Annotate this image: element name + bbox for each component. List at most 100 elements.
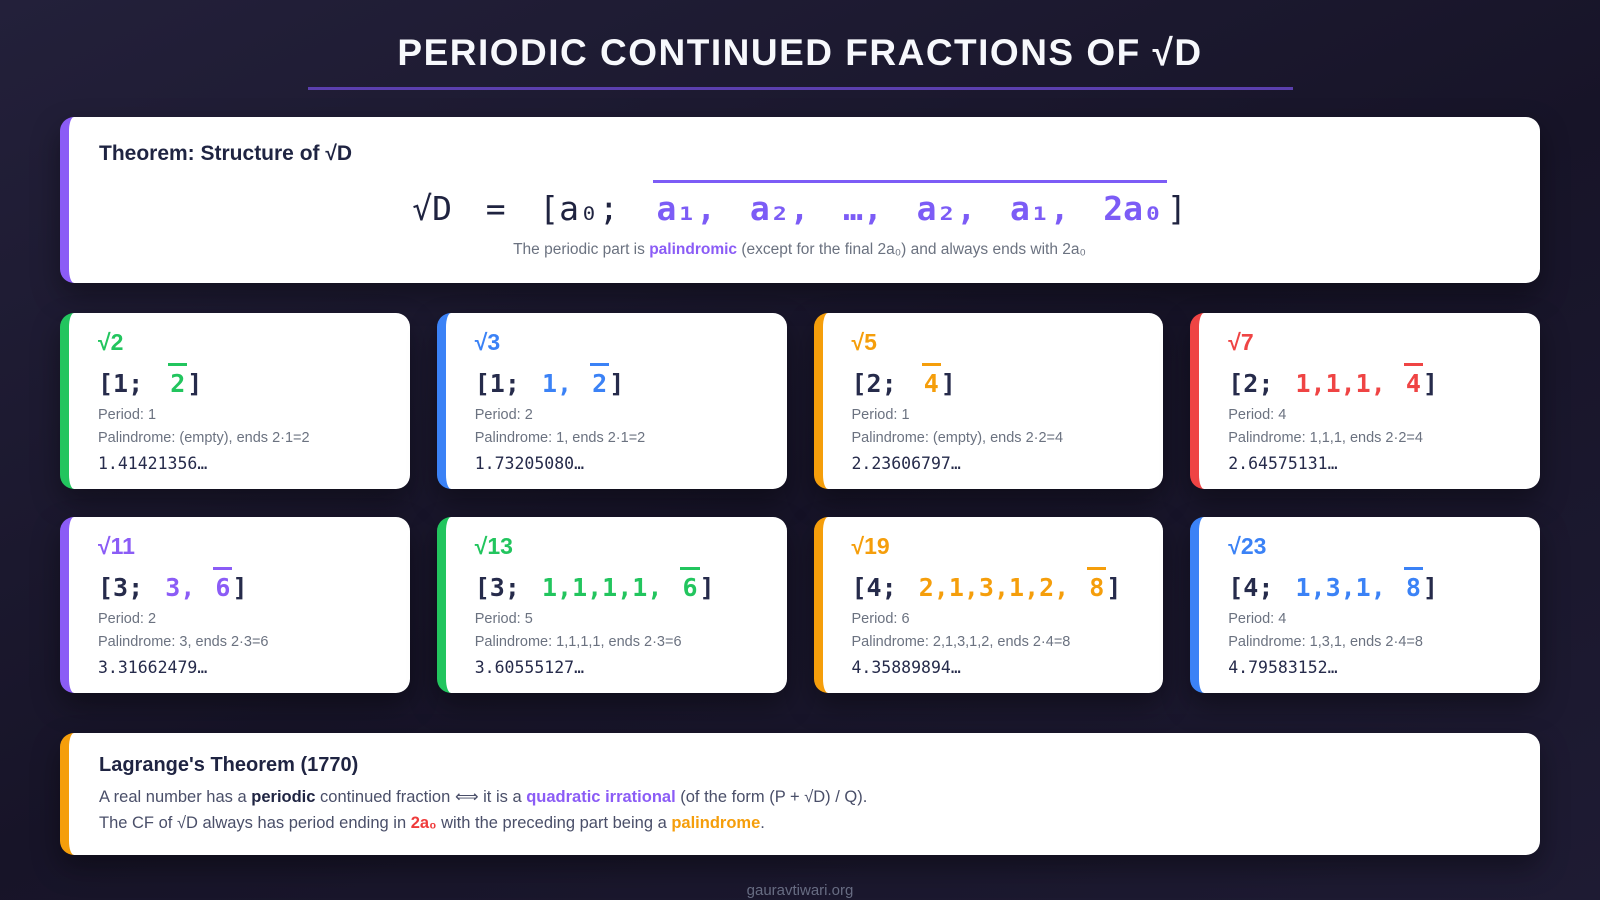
- card-root-label: √3: [474, 329, 501, 355]
- l2-text-1: The CF of √D always has period ending in: [99, 814, 411, 832]
- card-palindrome: Palindrome: 1,1,1,1, ends 2·3=6: [474, 634, 682, 650]
- lagrange-line-1: A real number has a periodic continued f…: [99, 787, 1500, 807]
- l1-highlight-quadratic-irrational: quadratic irrational: [526, 788, 676, 806]
- cf-close: ]: [1422, 573, 1438, 602]
- formula-periodic-overline: a₁, a₂, …, a₂, a₁, 2a₀: [652, 180, 1167, 228]
- sqrt-card-2: √2 [1; 2] Period: 1 Palindrome: (empty),…: [60, 313, 410, 489]
- cf-head: [1;: [474, 369, 535, 398]
- l1-text-3: (of the form (P + √D) / Q).: [675, 788, 868, 806]
- cf-last-overline: 2: [590, 363, 610, 398]
- card-palindrome: Palindrome: 2,1,3,1,2, ends 2·4=8: [851, 634, 1071, 650]
- card-root-label: √19: [851, 533, 890, 559]
- card-period: Period: 6: [851, 611, 910, 627]
- cf-periodic-body: 3,: [165, 573, 211, 602]
- card-root-label: √23: [1228, 533, 1267, 559]
- formula-close-bracket: ]: [1166, 189, 1187, 228]
- card-period: Period: 4: [1228, 611, 1287, 627]
- lagrange-card: Lagrange's Theorem (1770) A real number …: [60, 733, 1540, 855]
- cf-last-overline: 6: [680, 567, 700, 602]
- cf-head: [2;: [851, 369, 912, 398]
- cf-last-overline: 8: [1403, 567, 1423, 602]
- sqrt-card-19: √19 [4; 2,1,3,1,2, 8] Period: 6 Palindro…: [813, 517, 1164, 693]
- l1-text-2: continued fraction ⟺ it is a: [315, 788, 527, 806]
- cf-last-overline: 2: [168, 363, 188, 398]
- theorem-card: Theorem: Structure of √D √D = [a₀; a₁, a…: [60, 117, 1540, 283]
- l2-highlight-2a0: 2a₀: [410, 814, 437, 832]
- card-continued-fraction: [4; 1,3,1, 8]: [1228, 567, 1518, 602]
- l1-bold-periodic: periodic: [251, 788, 316, 806]
- cf-close: ]: [187, 369, 203, 398]
- formula-lhs: √D = [a₀;: [412, 189, 653, 228]
- page-title: PERIODIC CONTINUED FRACTIONS OF √D: [397, 32, 1203, 73]
- card-period: Period: 2: [98, 611, 157, 627]
- cf-head: [3;: [98, 573, 159, 602]
- card-palindrome: Palindrome: (empty), ends 2·2=4: [851, 430, 1064, 446]
- note-text-2: (except for the final 2a₀) and always en…: [737, 241, 1086, 258]
- theorem-note: The periodic part is palindromic (except…: [99, 241, 1500, 259]
- card-decimal-value: 1.73205080…: [474, 454, 585, 473]
- header: PERIODIC CONTINUED FRACTIONS OF √D: [60, 32, 1540, 90]
- card-decimal-value: 4.35889894…: [851, 658, 961, 677]
- cf-close: ]: [1106, 573, 1122, 602]
- card-root-label: √11: [98, 533, 135, 559]
- footer: gauravtiwari.org: [60, 882, 1540, 899]
- l2-text-2: with the preceding part being a: [436, 814, 672, 832]
- lagrange-title: Lagrange's Theorem (1770): [99, 754, 359, 776]
- card-period: Period: 5: [474, 611, 533, 627]
- cf-last-overline: 4: [1403, 363, 1423, 398]
- note-highlight-palindromic: palindromic: [649, 241, 738, 258]
- card-period: Period: 4: [1228, 407, 1287, 423]
- card-palindrome: Palindrome: 3, ends 2·3=6: [98, 634, 269, 650]
- cf-close: ]: [609, 369, 625, 398]
- infographic-root: PERIODIC CONTINUED FRACTIONS OF √D Theor…: [60, 0, 1540, 899]
- cf-last-overline: 4: [921, 363, 941, 398]
- theorem-formula: √D = [a₀; a₁, a₂, …, a₂, a₁, 2a₀]: [99, 180, 1500, 228]
- title-underline: [307, 87, 1293, 90]
- card-period: Period: 2: [474, 407, 533, 423]
- card-continued-fraction: [2; 4]: [852, 363, 1142, 398]
- card-palindrome: Palindrome: 1, ends 2·1=2: [474, 430, 646, 446]
- l2-text-3: .: [760, 814, 765, 832]
- card-continued-fraction: [2; 1,1,1, 4]: [1228, 363, 1518, 398]
- sqrt-card-11: √11 [3; 3, 6] Period: 2 Palindrome: 3, e…: [60, 517, 410, 693]
- card-root-label: √5: [851, 329, 877, 355]
- cf-last-overline: 6: [213, 567, 233, 602]
- cf-close: ]: [940, 369, 956, 398]
- theorem-title: Theorem: Structure of √D: [99, 142, 353, 165]
- card-continued-fraction: [1; 1, 2]: [475, 363, 765, 398]
- l1-text-1: A real number has a: [99, 788, 252, 806]
- card-decimal-value: 4.79583152…: [1228, 658, 1338, 677]
- cf-periodic-body: 2,1,3,1,2,: [918, 573, 1085, 602]
- card-continued-fraction: [3; 3, 6]: [98, 567, 388, 602]
- card-continued-fraction: [3; 1,1,1,1, 6]: [475, 567, 765, 602]
- cf-periodic-body: 1,: [541, 369, 588, 398]
- cf-close: ]: [232, 573, 248, 602]
- card-decimal-value: 3.60555127…: [474, 658, 585, 677]
- cf-close: ]: [1422, 369, 1438, 398]
- l2-highlight-palindrome: palindrome: [671, 814, 761, 832]
- cf-head: [2;: [1228, 369, 1289, 398]
- cf-head: [4;: [1228, 573, 1289, 602]
- card-period: Period: 1: [98, 407, 157, 423]
- footer-site-label: gauravtiwari.org: [746, 882, 854, 899]
- card-decimal-value: 1.41421356…: [98, 454, 208, 473]
- cf-periodic-body: 1,1,1,1,: [541, 573, 678, 602]
- cf-head: [1;: [98, 369, 159, 398]
- note-text-1: The periodic part is: [513, 241, 650, 258]
- card-continued-fraction: [1; 2]: [98, 363, 388, 398]
- card-root-label: √2: [98, 329, 124, 355]
- card-palindrome: Palindrome: 1,3,1, ends 2·4=8: [1228, 634, 1423, 650]
- card-palindrome: Palindrome: 1,1,1, ends 2·2=4: [1228, 430, 1423, 446]
- card-palindrome: Palindrome: (empty), ends 2·1=2: [98, 430, 310, 446]
- examples-grid: √2 [1; 2] Period: 1 Palindrome: (empty),…: [60, 313, 1540, 693]
- cf-last-overline: 8: [1087, 567, 1107, 602]
- cf-head: [3;: [474, 573, 535, 602]
- card-root-label: √7: [1228, 329, 1254, 355]
- cf-periodic-body: 1,1,1,: [1295, 369, 1401, 398]
- sqrt-card-23: √23 [4; 1,3,1, 8] Period: 4 Palindrome: …: [1190, 517, 1540, 693]
- card-decimal-value: 2.23606797…: [851, 454, 961, 473]
- card-root-label: √13: [474, 533, 513, 559]
- card-decimal-value: 2.64575131…: [1228, 454, 1338, 473]
- sqrt-card-3: √3 [1; 1, 2] Period: 2 Palindrome: 1, en…: [436, 313, 787, 489]
- cf-periodic-body: 1,3,1,: [1295, 573, 1401, 602]
